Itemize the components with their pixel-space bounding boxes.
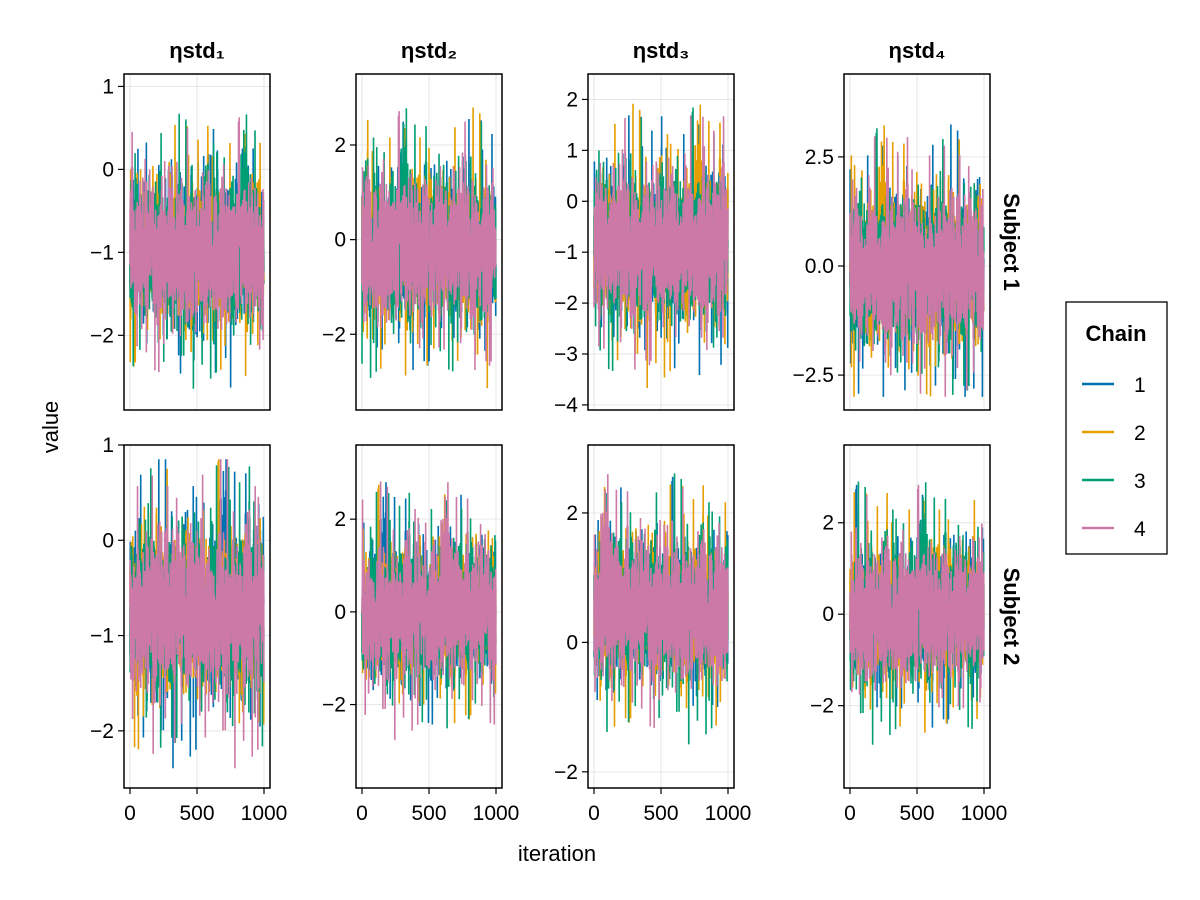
- y-tick-label: 2: [822, 512, 834, 535]
- trace-chain-4: [593, 115, 729, 370]
- y-tick-label: −2: [322, 694, 346, 717]
- panel-r1-c4: 2.5 0.0 −2.5: [793, 73, 991, 411]
- row-label-2: Subject 2: [999, 568, 1024, 666]
- panel-frame: [843, 73, 991, 411]
- y-tick-label: −2: [554, 292, 578, 315]
- panel-r2-c2: 2 0 −2 0 500 1000: [322, 444, 520, 825]
- labels-layer: ηstd₁ ηstd₂ ηstd₃ ηstd₄ Subject 1 Subject 2 va…: [38, 38, 1024, 866]
- y-tick-label: −1: [90, 241, 114, 264]
- legend: Chain 1 2 3 4: [1065, 301, 1168, 555]
- y-tick-label: 1: [102, 75, 114, 98]
- y-tick-label: 0: [102, 158, 114, 181]
- x-tick-label: 0: [356, 802, 368, 825]
- legend-label-1: 1: [1134, 374, 1146, 397]
- column-title-4: ηstd₄: [889, 38, 946, 63]
- traces: [129, 113, 265, 389]
- traces: [361, 481, 497, 741]
- panels-layer: 1 0 −1 −2 2 0 −2 2 1 0 −1 −2 −3 −4 2.5 0.0 −2.5 1 0 −1 −2 0 50…: [90, 73, 1008, 825]
- panel-r1-c2: 2 0 −2: [322, 73, 503, 411]
- panel-r1-c1: 1 0 −1 −2: [90, 73, 271, 411]
- y-tick-label: −1: [554, 241, 578, 264]
- traces: [593, 473, 729, 745]
- panel-r2-c4: 2 0 −2 0 500 1000: [810, 444, 1008, 825]
- x-tick-label: 500: [411, 802, 446, 825]
- trace-chain-4: [129, 459, 265, 769]
- legend-label-3: 3: [1134, 470, 1146, 493]
- traces: [361, 107, 497, 389]
- column-title-2: ηstd₂: [401, 38, 457, 63]
- panel-frame: [587, 73, 735, 411]
- y-tick-label: 1: [566, 139, 578, 162]
- panel-r1-c3: 2 1 0 −1 −2 −3 −4: [554, 73, 735, 417]
- legend-label-4: 4: [1134, 518, 1146, 541]
- y-tick-label: 0: [566, 190, 578, 213]
- x-tick-label: 1000: [241, 802, 288, 825]
- y-tick-label: −2: [90, 324, 114, 347]
- y-tick-label: 0: [566, 631, 578, 654]
- x-tick-label: 0: [844, 802, 856, 825]
- y-tick-label: 2: [334, 134, 346, 157]
- y-tick-label: −2.5: [793, 364, 834, 387]
- legend-frame: [1065, 301, 1168, 555]
- x-tick-label: 1000: [705, 802, 752, 825]
- legend-title: Chain: [1085, 321, 1146, 346]
- y-tick-label: −2: [810, 695, 834, 718]
- traces: [593, 103, 729, 388]
- y-tick-label: −1: [90, 625, 114, 648]
- x-tick-label: 500: [179, 802, 214, 825]
- y-tick-label: 2: [566, 88, 578, 111]
- panel-frame: [355, 73, 503, 411]
- trace-chain-4: [361, 481, 497, 741]
- y-tick-label: −2: [554, 761, 578, 784]
- y-axis-label: value: [38, 401, 63, 454]
- x-tick-label: 0: [124, 802, 136, 825]
- column-title-3: ηstd₃: [633, 38, 690, 63]
- y-tick-label: 1: [102, 434, 114, 457]
- x-tick-label: 0: [588, 802, 600, 825]
- y-tick-label: 0: [334, 601, 346, 624]
- traces: [129, 459, 265, 769]
- y-tick-label: 0: [102, 529, 114, 552]
- x-tick-label: 500: [899, 802, 934, 825]
- panel-r2-c3: 2 0 −2 0 500 1000: [554, 444, 752, 825]
- y-tick-label: 2: [334, 508, 346, 531]
- column-title-1: ηstd₁: [169, 38, 225, 63]
- y-tick-label: 2.5: [805, 146, 834, 169]
- y-tick-label: −2: [90, 720, 114, 743]
- trace-chain-4: [361, 111, 497, 370]
- y-tick-label: 0.0: [805, 255, 834, 278]
- x-tick-label: 1000: [961, 802, 1008, 825]
- x-axis-label: iteration: [518, 841, 596, 866]
- traces: [849, 124, 985, 397]
- panel-r2-c1: 1 0 −1 −2 0 500 1000: [90, 434, 287, 825]
- legend-label-2: 2: [1134, 422, 1146, 445]
- panel-frame: [123, 73, 271, 411]
- trace-chain-4: [129, 117, 265, 373]
- y-tick-label: 2: [566, 502, 578, 525]
- y-tick-label: −2: [322, 323, 346, 346]
- trace-chain-4: [593, 474, 729, 729]
- trace-chain-4: [849, 484, 985, 709]
- x-tick-label: 500: [643, 802, 678, 825]
- x-tick-label: 1000: [473, 802, 520, 825]
- trace-chain-4: [849, 136, 985, 397]
- y-tick-label: 0: [822, 603, 834, 626]
- row-label-1: Subject 1: [999, 193, 1024, 291]
- y-tick-label: 0: [334, 229, 346, 252]
- y-tick-label: −3: [554, 343, 578, 366]
- traces: [849, 481, 985, 745]
- y-tick-label: −4: [554, 394, 578, 417]
